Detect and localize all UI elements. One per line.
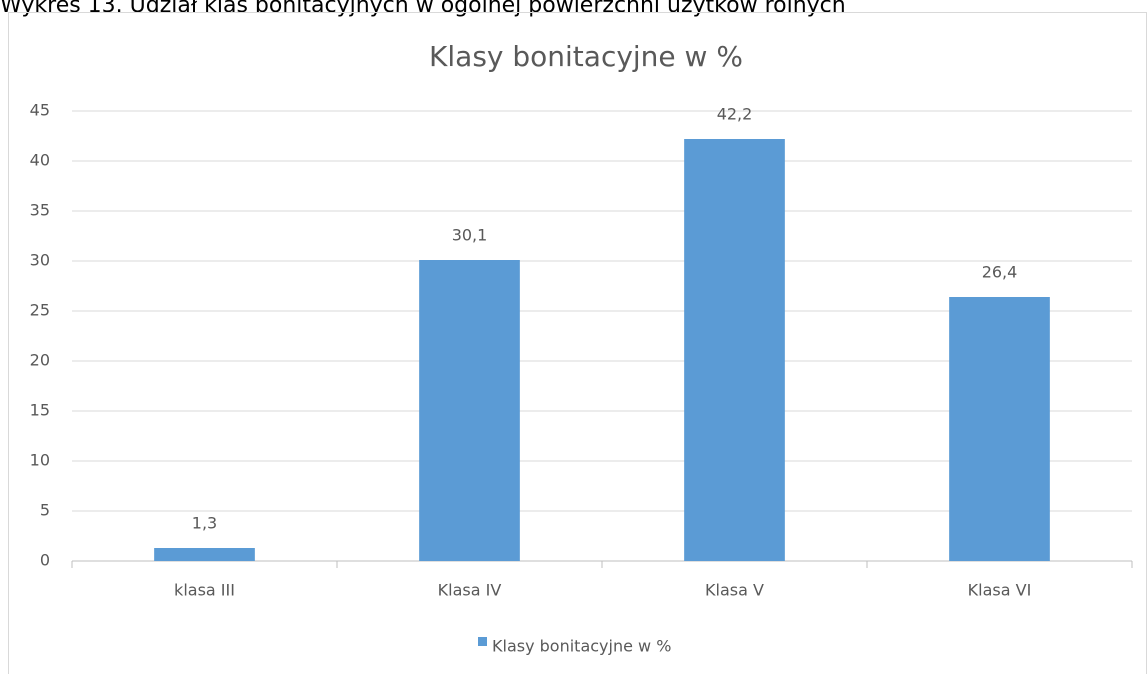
data-label: 30,1 (452, 226, 488, 245)
x-tick-label: Klasa IV (438, 581, 502, 600)
y-tick-label: 35 (30, 201, 50, 220)
bar (684, 139, 785, 561)
x-tick-label: klasa III (174, 581, 235, 600)
chart-title: Klasy bonitacyjne w % (429, 40, 743, 73)
y-tick-label: 25 (30, 301, 50, 320)
y-tick-label: 20 (30, 351, 50, 370)
y-tick-label: 5 (40, 501, 50, 520)
bar (419, 260, 520, 561)
data-label: 26,4 (982, 263, 1018, 282)
data-label: 1,3 (192, 514, 217, 533)
bar (949, 297, 1050, 561)
y-tick-label: 0 (40, 551, 50, 570)
y-tick-label: 40 (30, 151, 50, 170)
chart-frame (8, 12, 1147, 674)
y-tick-label: 15 (30, 401, 50, 420)
y-tick-label: 45 (30, 101, 50, 120)
bar (154, 548, 255, 561)
legend-label: Klasy bonitacyjne w % (492, 637, 671, 656)
legend-swatch (478, 637, 487, 646)
y-tick-label: 30 (30, 251, 50, 270)
data-label: 42,2 (717, 105, 753, 124)
caption: Wykres 13. Udział klas bonitacyjnych w o… (0, 0, 846, 18)
x-tick-label: Klasa V (705, 581, 764, 600)
y-tick-label: 10 (30, 451, 50, 470)
x-tick-label: Klasa VI (968, 581, 1032, 600)
